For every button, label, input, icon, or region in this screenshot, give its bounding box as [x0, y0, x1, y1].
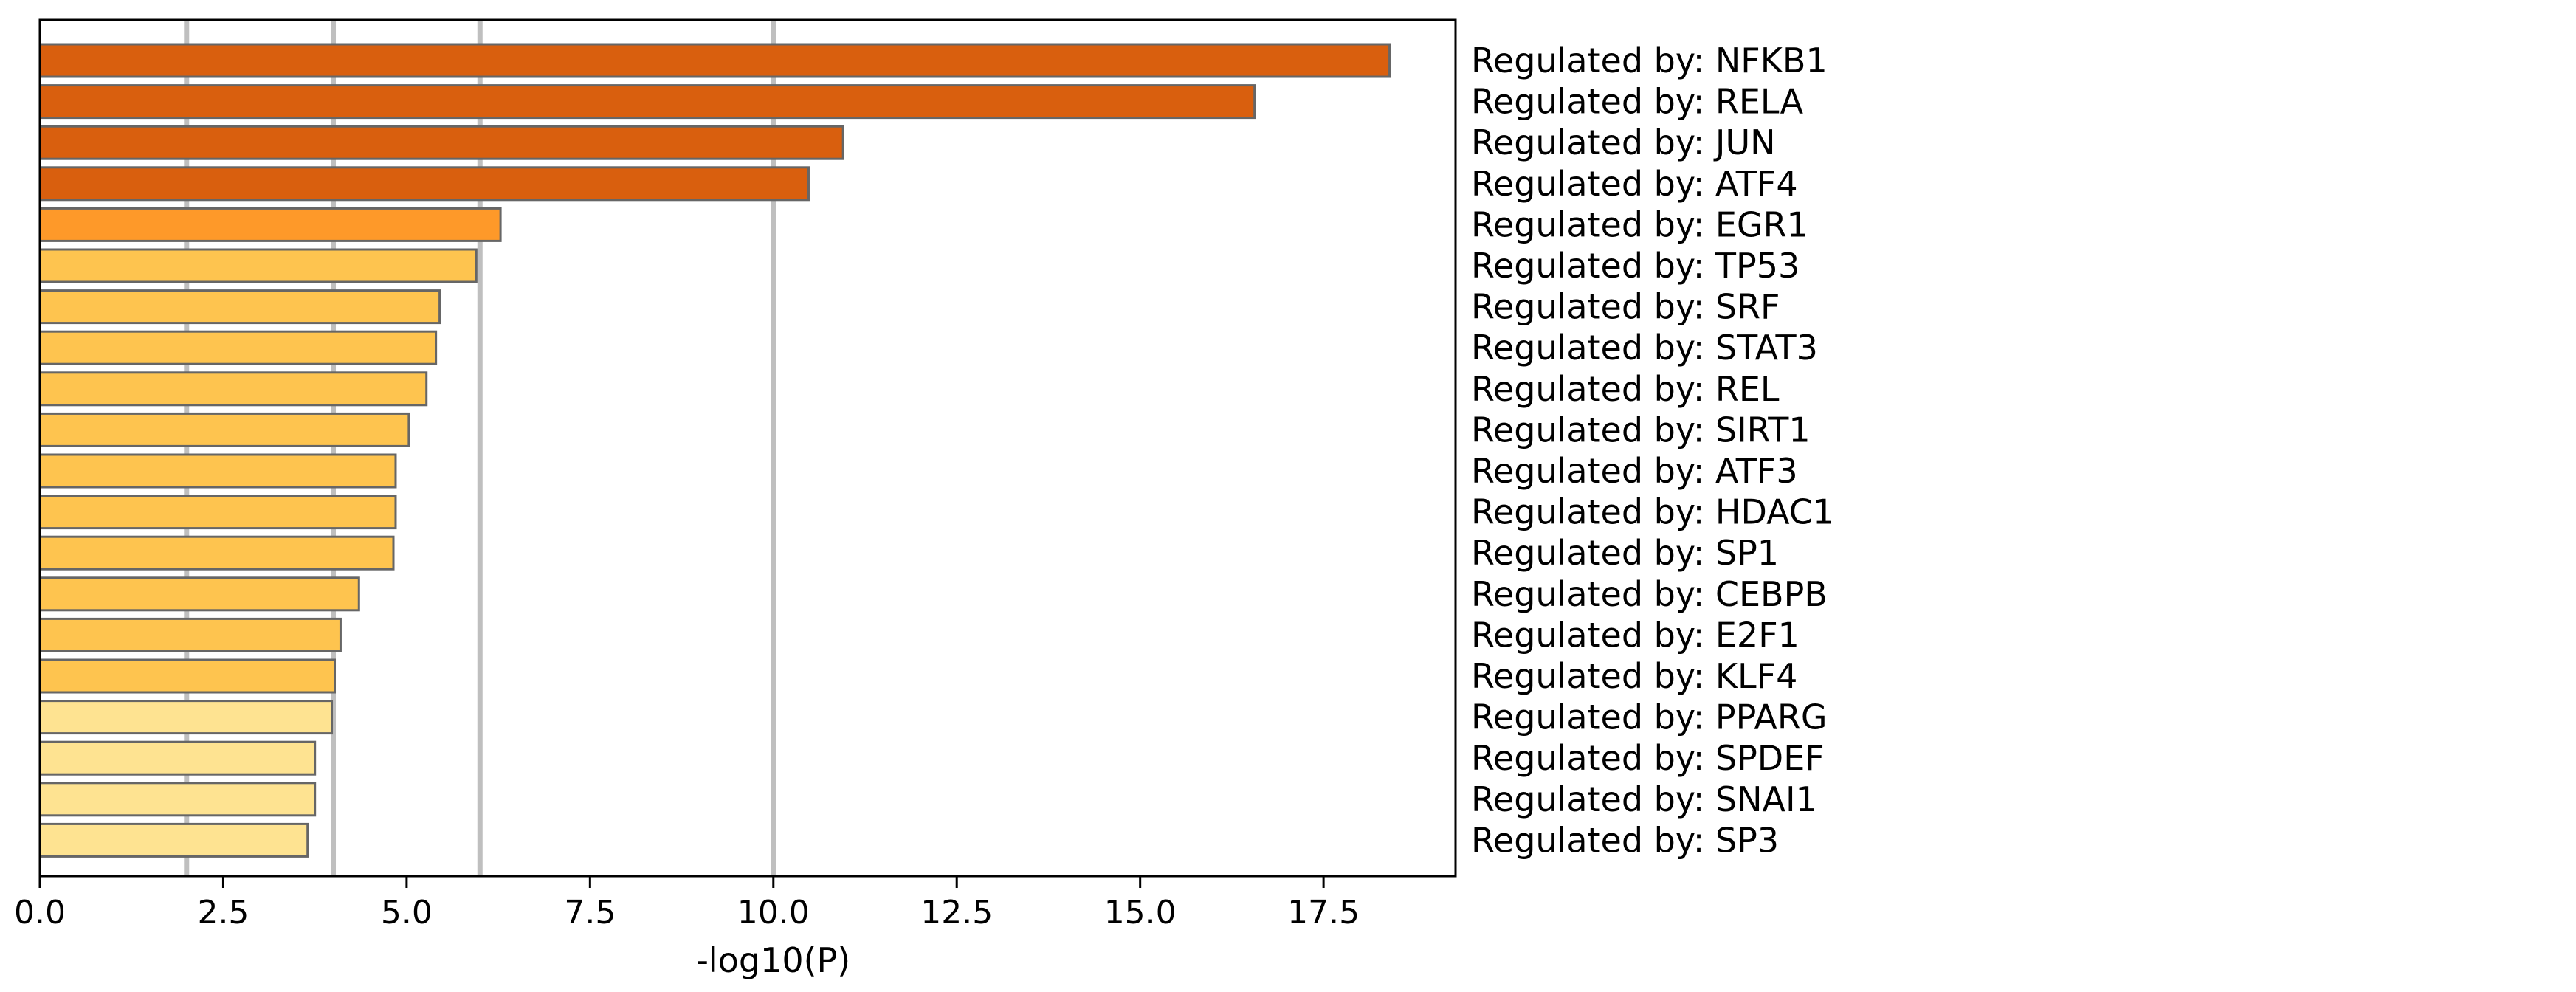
bar — [38, 289, 441, 325]
bar — [38, 617, 342, 652]
bar — [38, 125, 844, 160]
x-axis-ticks: 0.0 2.5 5.0 7.5 10.0 12.5 15.0 17.5 — [14, 876, 1360, 931]
category-label: Regulated by: CEBPB — [1471, 574, 1828, 614]
category-label: Regulated by: SRF — [1471, 287, 1780, 327]
x-tick-label: 17.5 — [1287, 894, 1360, 931]
bar — [38, 248, 478, 283]
bar — [38, 166, 810, 202]
bar — [38, 453, 397, 489]
bar — [38, 495, 397, 530]
category-label: Regulated by: ATF4 — [1471, 164, 1798, 204]
category-label: Regulated by: JUN — [1471, 123, 1776, 162]
category-label: Regulated by: TP53 — [1471, 246, 1800, 286]
bar — [38, 658, 337, 694]
category-label: Regulated by: PPARG — [1471, 698, 1827, 737]
x-tick-label: 5.0 — [381, 894, 433, 931]
category-label: Regulated by: SNAI1 — [1471, 779, 1817, 819]
bar — [38, 207, 502, 242]
x-axis-title: -log10(P) — [696, 940, 850, 980]
category-label: Regulated by: HDAC1 — [1471, 492, 1834, 532]
category-label: Regulated by: ATF3 — [1471, 451, 1798, 491]
category-label: Regulated by: SIRT1 — [1471, 410, 1811, 450]
category-label: Regulated by: STAT3 — [1471, 328, 1818, 368]
bar — [38, 84, 1256, 120]
x-tick-label: 0.0 — [14, 894, 66, 931]
bar — [38, 412, 410, 447]
bar — [38, 822, 309, 858]
bar — [38, 576, 360, 612]
x-tick-label: 12.5 — [920, 894, 993, 931]
plot-frame — [38, 18, 1457, 878]
x-tick-label: 15.0 — [1104, 894, 1177, 931]
category-label: Regulated by: SPDEF — [1471, 738, 1825, 778]
x-tick-label: 7.5 — [564, 894, 616, 931]
category-label: Regulated by: REL — [1471, 369, 1780, 409]
category-label: Regulated by: SP3 — [1471, 820, 1779, 860]
category-label: Regulated by: E2F1 — [1471, 615, 1800, 655]
x-tick-label: 10.0 — [737, 894, 810, 931]
bar — [38, 43, 1391, 78]
category-label: Regulated by: RELA — [1471, 82, 1804, 122]
category-label: Regulated by: KLF4 — [1471, 656, 1797, 696]
bar — [38, 371, 428, 407]
bar — [38, 740, 317, 776]
bars — [38, 43, 1391, 858]
category-label: Regulated by: SP1 — [1471, 533, 1779, 573]
bar — [38, 535, 395, 571]
category-label: Regulated by: NFKB1 — [1471, 41, 1828, 80]
x-tick-label: 2.5 — [197, 894, 249, 931]
bar — [38, 700, 334, 735]
bar — [38, 330, 438, 365]
bar — [38, 782, 317, 817]
category-label: Regulated by: EGR1 — [1471, 204, 1808, 244]
